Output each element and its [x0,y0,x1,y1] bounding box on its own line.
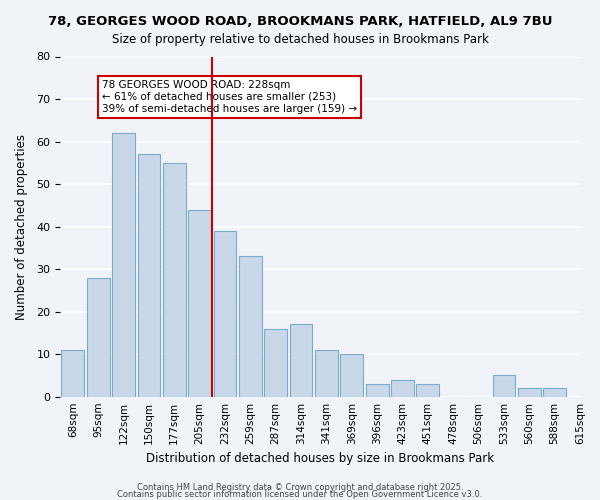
Bar [391,380,414,396]
Text: 78, GEORGES WOOD ROAD, BROOKMANS PARK, HATFIELD, AL9 7BU: 78, GEORGES WOOD ROAD, BROOKMANS PARK, H… [48,15,552,28]
Bar [340,354,363,397]
Text: 78 GEORGES WOOD ROAD: 228sqm
← 61% of detached houses are smaller (253)
39% of s: 78 GEORGES WOOD ROAD: 228sqm ← 61% of de… [102,80,357,114]
Bar [290,324,313,396]
Bar [188,210,211,396]
Bar [112,133,135,396]
Bar [265,328,287,396]
Bar [493,376,515,396]
Bar [518,388,541,396]
Y-axis label: Number of detached properties: Number of detached properties [15,134,28,320]
Bar [366,384,389,396]
Bar [137,154,160,396]
X-axis label: Distribution of detached houses by size in Brookmans Park: Distribution of detached houses by size … [146,452,494,465]
Bar [543,388,566,396]
Text: Size of property relative to detached houses in Brookmans Park: Size of property relative to detached ho… [112,32,488,46]
Bar [61,350,84,397]
Bar [239,256,262,396]
Bar [416,384,439,396]
Text: Contains public sector information licensed under the Open Government Licence v3: Contains public sector information licen… [118,490,482,499]
Bar [214,231,236,396]
Bar [163,163,185,396]
Bar [87,278,110,396]
Text: Contains HM Land Registry data © Crown copyright and database right 2025.: Contains HM Land Registry data © Crown c… [137,484,463,492]
Bar [315,350,338,397]
